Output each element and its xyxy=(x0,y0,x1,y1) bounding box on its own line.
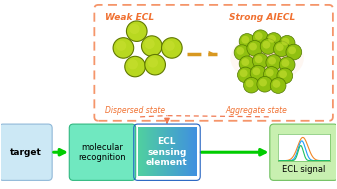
Ellipse shape xyxy=(279,70,287,78)
Ellipse shape xyxy=(266,69,274,77)
FancyBboxPatch shape xyxy=(0,124,52,180)
Text: Weak ECL: Weak ECL xyxy=(105,13,154,22)
Ellipse shape xyxy=(247,45,287,71)
Ellipse shape xyxy=(263,41,270,49)
Ellipse shape xyxy=(144,39,155,49)
Ellipse shape xyxy=(250,65,266,81)
Ellipse shape xyxy=(230,34,304,82)
Ellipse shape xyxy=(272,80,280,88)
Ellipse shape xyxy=(266,33,282,48)
Ellipse shape xyxy=(241,36,249,44)
Ellipse shape xyxy=(255,55,263,63)
Ellipse shape xyxy=(125,56,145,77)
Ellipse shape xyxy=(241,58,249,66)
Ellipse shape xyxy=(286,44,302,60)
Ellipse shape xyxy=(270,78,286,93)
Ellipse shape xyxy=(128,59,138,69)
Ellipse shape xyxy=(281,59,289,67)
Ellipse shape xyxy=(274,41,289,57)
Text: molecular
recognition: molecular recognition xyxy=(79,143,126,162)
Ellipse shape xyxy=(239,40,296,77)
Ellipse shape xyxy=(255,32,263,40)
Ellipse shape xyxy=(257,76,273,92)
Ellipse shape xyxy=(239,34,255,49)
FancyBboxPatch shape xyxy=(69,124,136,180)
Ellipse shape xyxy=(279,36,295,51)
Ellipse shape xyxy=(164,41,175,51)
Text: Strong AIECL: Strong AIECL xyxy=(229,13,295,22)
Ellipse shape xyxy=(264,67,279,82)
Ellipse shape xyxy=(129,24,140,34)
Ellipse shape xyxy=(249,43,257,50)
Ellipse shape xyxy=(252,53,268,69)
Ellipse shape xyxy=(238,67,253,83)
Ellipse shape xyxy=(236,47,244,55)
Ellipse shape xyxy=(281,38,289,46)
Ellipse shape xyxy=(288,46,296,54)
Ellipse shape xyxy=(113,38,134,58)
Ellipse shape xyxy=(247,40,263,56)
FancyBboxPatch shape xyxy=(270,124,337,180)
Ellipse shape xyxy=(259,79,267,86)
Ellipse shape xyxy=(126,21,147,41)
Ellipse shape xyxy=(252,30,268,46)
Ellipse shape xyxy=(279,57,295,73)
Ellipse shape xyxy=(161,38,182,58)
Text: ECL signal: ECL signal xyxy=(282,165,326,174)
Ellipse shape xyxy=(239,56,255,72)
Ellipse shape xyxy=(244,77,259,93)
Ellipse shape xyxy=(240,69,248,77)
Ellipse shape xyxy=(277,68,293,84)
Ellipse shape xyxy=(276,43,284,51)
Ellipse shape xyxy=(252,67,260,75)
Ellipse shape xyxy=(145,54,165,75)
Ellipse shape xyxy=(116,41,126,51)
Text: ECL
sensing
element: ECL sensing element xyxy=(146,137,188,167)
Ellipse shape xyxy=(268,35,276,43)
Ellipse shape xyxy=(266,55,282,70)
Ellipse shape xyxy=(268,57,276,65)
Ellipse shape xyxy=(142,36,162,56)
Text: target: target xyxy=(9,148,41,157)
Ellipse shape xyxy=(246,80,253,87)
Text: Dispersed state: Dispersed state xyxy=(105,106,165,115)
Ellipse shape xyxy=(234,45,250,60)
Text: Aggregate state: Aggregate state xyxy=(225,106,287,115)
Ellipse shape xyxy=(260,39,276,54)
Ellipse shape xyxy=(148,57,158,68)
